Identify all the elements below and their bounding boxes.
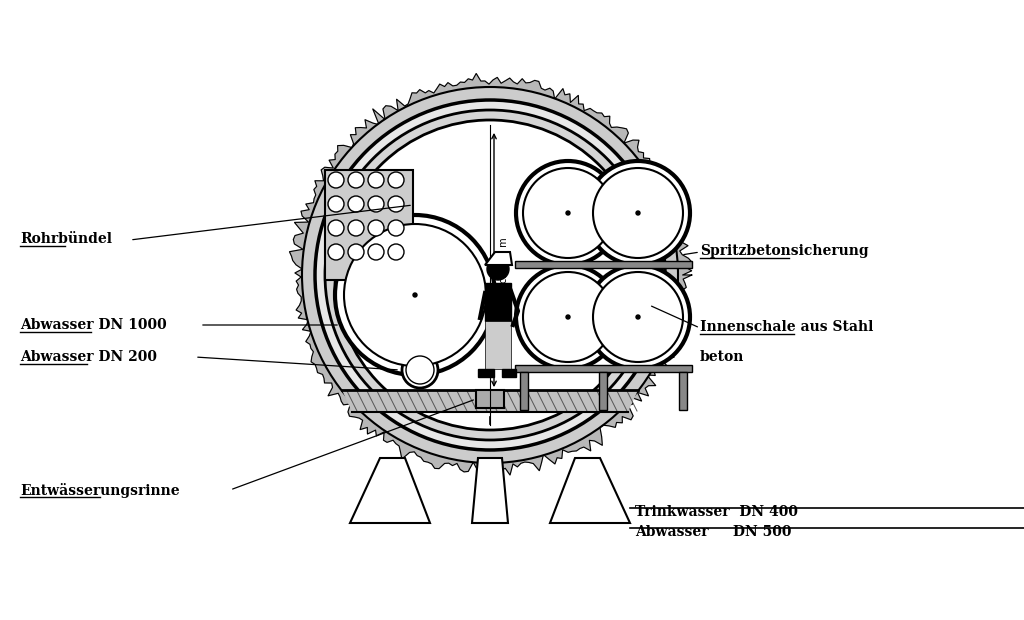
Circle shape xyxy=(335,215,495,375)
Ellipse shape xyxy=(315,100,665,450)
Circle shape xyxy=(636,315,640,319)
Circle shape xyxy=(388,220,404,236)
Circle shape xyxy=(402,352,438,388)
Circle shape xyxy=(388,196,404,212)
Text: beton: beton xyxy=(700,350,744,364)
Circle shape xyxy=(368,172,384,188)
Circle shape xyxy=(593,168,683,258)
Bar xyxy=(476,390,504,408)
Text: Spritzbetonsicherung: Spritzbetonsicherung xyxy=(700,244,868,258)
Bar xyxy=(679,372,687,410)
Bar xyxy=(515,365,692,372)
Text: Innenschale aus Stahl: Innenschale aus Stahl xyxy=(700,320,873,334)
Circle shape xyxy=(348,172,364,188)
Circle shape xyxy=(368,196,384,212)
Circle shape xyxy=(348,244,364,260)
Polygon shape xyxy=(550,458,630,523)
Circle shape xyxy=(328,244,344,260)
Circle shape xyxy=(328,172,344,188)
Bar xyxy=(485,321,511,369)
Polygon shape xyxy=(472,458,508,523)
Bar xyxy=(485,283,511,321)
Polygon shape xyxy=(342,390,638,412)
Circle shape xyxy=(523,168,613,258)
Circle shape xyxy=(516,265,620,369)
Circle shape xyxy=(344,224,486,366)
Text: ca. 3,5 m: ca. 3,5 m xyxy=(499,237,509,283)
Circle shape xyxy=(586,161,690,265)
Circle shape xyxy=(328,220,344,236)
Bar xyxy=(502,369,516,377)
Text: Entwässerungsrinne: Entwässerungsrinne xyxy=(20,483,179,498)
Circle shape xyxy=(586,265,690,369)
Text: Rohrbündel: Rohrbündel xyxy=(20,232,112,246)
Ellipse shape xyxy=(302,87,678,463)
Circle shape xyxy=(487,258,509,280)
Circle shape xyxy=(516,161,620,265)
Circle shape xyxy=(368,244,384,260)
Text: Abwasser DN 200: Abwasser DN 200 xyxy=(20,350,157,364)
Bar xyxy=(325,170,413,280)
Circle shape xyxy=(368,220,384,236)
Circle shape xyxy=(413,293,417,297)
Ellipse shape xyxy=(335,120,645,430)
Text: Abwasser DN 1000: Abwasser DN 1000 xyxy=(20,318,167,332)
Polygon shape xyxy=(350,458,430,523)
Circle shape xyxy=(388,244,404,260)
Text: Trinkwasser  DN 400: Trinkwasser DN 400 xyxy=(635,505,798,519)
Bar xyxy=(478,369,494,377)
Bar xyxy=(599,372,607,410)
Ellipse shape xyxy=(325,110,655,440)
Circle shape xyxy=(523,272,613,362)
Circle shape xyxy=(348,196,364,212)
Circle shape xyxy=(406,356,434,384)
Circle shape xyxy=(328,196,344,212)
Circle shape xyxy=(566,211,570,215)
Circle shape xyxy=(348,220,364,236)
Polygon shape xyxy=(485,252,512,265)
Bar xyxy=(515,261,692,268)
Bar xyxy=(520,372,528,410)
Circle shape xyxy=(388,172,404,188)
Circle shape xyxy=(566,315,570,319)
Polygon shape xyxy=(290,74,692,476)
Circle shape xyxy=(636,211,640,215)
Text: Abwasser     DN 500: Abwasser DN 500 xyxy=(635,525,792,539)
Circle shape xyxy=(593,272,683,362)
